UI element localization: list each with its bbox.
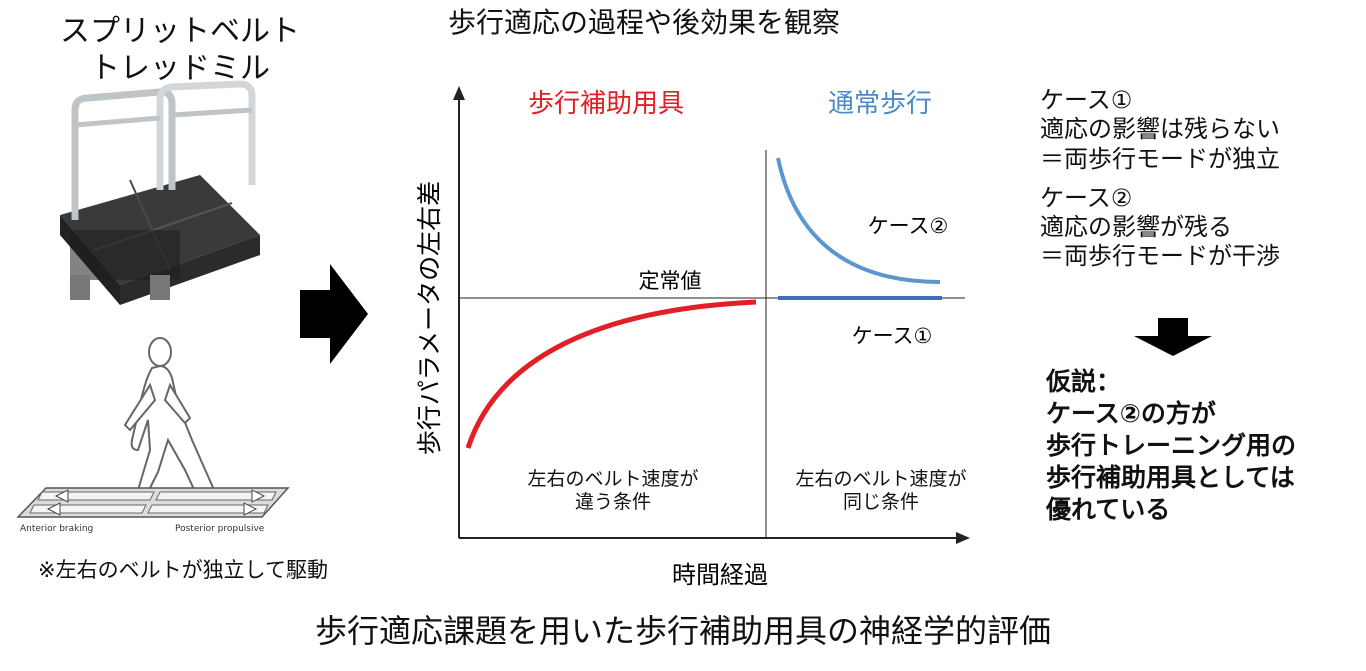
treadmill-illustration <box>60 80 260 305</box>
arrow-right-icon <box>300 264 368 364</box>
treadmill-title: スプリットベルト トレッドミル <box>60 14 300 86</box>
case2-line2: ＝両歩行モードが干渉 <box>1040 242 1280 271</box>
posterior-label: Posterior propulsive <box>175 524 265 534</box>
x-axis-arrow-icon <box>956 532 970 544</box>
x-axis-label: 時間経過 <box>672 561 768 589</box>
phase-normal-label: 通常歩行 <box>828 89 932 119</box>
case2-line1: 適応の影響が残る <box>1040 213 1232 242</box>
condition-right-label: 左右のベルト速度が 同じ条件 <box>795 468 967 514</box>
case2-block: ケース② 適応の影響が残る ＝両歩行モードが干渉 <box>1040 184 1280 272</box>
case-descriptions: ケース① 適応の影響は残らない ＝両歩行モードが独立 ケース② 適応の影響が残る… <box>1040 86 1280 282</box>
anterior-label: Anterior braking <box>20 524 93 534</box>
adaptation-chart: 歩行補助用具 通常歩行 定常値 ケース② ケース① 時間経過 歩行パラメータの左… <box>415 86 970 589</box>
steady-value-label: 定常値 <box>639 269 702 293</box>
main-caption: 歩行適応課題を用いた歩行補助用具の神経学的評価 <box>314 612 1051 650</box>
case1-line2: ＝両歩行モードが独立 <box>1040 144 1280 173</box>
case1-line1: 適応の影響は残らない <box>1040 115 1280 144</box>
case2-curve-label: ケース② <box>868 214 949 238</box>
phase-aid-label: 歩行補助用具 <box>528 89 684 119</box>
diagram-title: 歩行適応の過程や後効果を観察 <box>448 6 841 39</box>
condition-left-label: 左右のベルト速度が 違う条件 <box>527 468 699 514</box>
split-belt-diagram <box>16 487 290 518</box>
y-axis-label: 歩行パラメータの左右差 <box>415 181 444 455</box>
case1-curve-label: ケース① <box>852 324 933 348</box>
case2-curve <box>776 157 941 284</box>
hypothesis-text: 仮説： ケース②の方が 歩行トレーニング用の 歩行補助用具としては 優れている <box>1046 367 1297 524</box>
case1-title: ケース① <box>1040 86 1133 114</box>
case2-title: ケース② <box>1040 183 1133 212</box>
case1-block: ケース① 適応の影響は残らない ＝両歩行モードが独立 <box>1040 86 1280 174</box>
walking-person-icon <box>115 337 217 510</box>
y-axis-arrow-icon <box>453 86 465 100</box>
belt-note: ※左右のベルトが独立して駆動 <box>38 558 328 582</box>
aid-adaptation-curve <box>465 299 757 449</box>
arrow-down-icon <box>1134 318 1212 356</box>
